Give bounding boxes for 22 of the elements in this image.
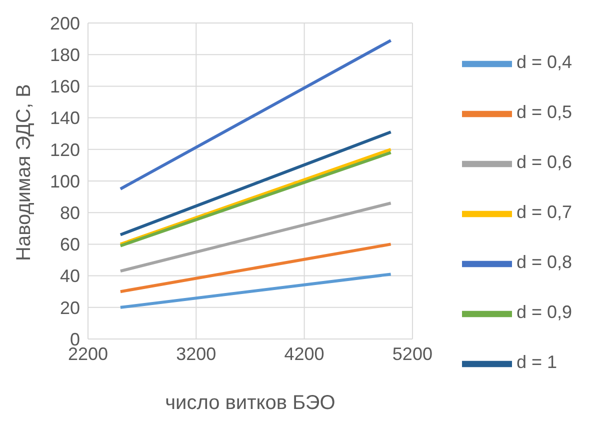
y-tick-label: 80	[60, 202, 80, 223]
legend-label: d = 0,7	[516, 202, 572, 222]
x-tick-label: 5200	[392, 344, 432, 364]
legend-label: d = 0,5	[516, 102, 572, 122]
legend-label: d = 0,4	[516, 52, 572, 72]
legend-label: d = 0,6	[516, 152, 572, 172]
legend-label: d = 1	[516, 352, 557, 372]
y-tick-label: 120	[50, 140, 80, 160]
legend-label: d = 0,9	[516, 302, 572, 322]
y-tick-label: 100	[50, 171, 80, 192]
y-tick-label: 40	[60, 266, 80, 286]
y-tick-label: 140	[50, 108, 80, 128]
y-axis-title: Наводимая ЭДС, В	[13, 84, 36, 261]
legend-label: d = 0,8	[516, 252, 572, 272]
y-tick-label: 160	[50, 76, 80, 97]
y-tick-label: 20	[60, 298, 80, 318]
y-tick-label: 60	[60, 234, 80, 255]
x-axis-title: число витков БЭО	[165, 392, 336, 414]
y-tick-label: 180	[50, 44, 80, 65]
x-tick-label: 4200	[284, 344, 324, 364]
y-tick-label: 200	[50, 13, 80, 34]
x-tick-label: 3200	[176, 344, 216, 364]
